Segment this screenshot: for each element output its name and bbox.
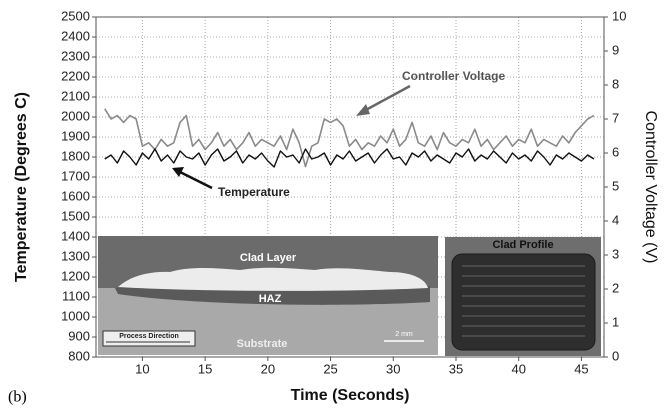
y-tick-label: 2400 [61,28,90,43]
series-line [104,108,595,168]
inset-label: HAZ [259,293,282,305]
y-tick-label: 1200 [61,268,90,283]
y2-tick-label: 8 [612,76,619,91]
y-tick-label: 1600 [61,188,90,203]
panel-label: (b) [8,389,27,406]
y2-tick-label: 2 [612,280,619,295]
y-tick-label: 1300 [61,248,90,263]
y-tick-label: 1400 [61,228,90,243]
x-tick-label: 35 [449,361,463,376]
y-tick-label: 2200 [61,68,90,83]
y-tick-label: 2300 [61,48,90,63]
clad-tracks [462,265,585,337]
y2-tick-label: 1 [612,314,619,329]
y-tick-label: 1100 [62,288,90,303]
y2-tick-label: 6 [612,144,619,159]
y-tick-label: 900 [68,328,90,343]
x-tick-label: 20 [261,361,275,376]
y2-tick-label: 4 [612,212,619,227]
y-tick-label: 2100 [61,88,90,103]
y2-tick-label: 7 [612,110,619,125]
y2-tick-label: 9 [612,42,619,57]
clad-bead [118,267,428,291]
x-tick-label: 40 [511,361,525,376]
y-tick-label: 1800 [61,148,90,163]
annotation: Controller Voltage [402,69,505,83]
y-axis-label: Temperature (Degrees C) [13,92,30,282]
y-tick-label: 1700 [61,168,90,183]
y2-tick-label: 10 [612,8,626,23]
y2-tick-label: 0 [612,348,619,363]
annotation-arrows [172,84,411,190]
arrow [179,170,213,190]
clad-profile-inset [445,237,601,356]
x-tick-label: 10 [135,361,149,376]
y2-tick-label: 5 [612,178,619,193]
x-tick-label: 25 [323,361,337,376]
y-tick-label: 2000 [61,108,90,123]
y-tick-label: 2500 [61,8,90,23]
x-tick-label: 30 [386,361,400,376]
plot-frame [95,16,605,358]
series-line [104,148,595,168]
cross-section-inset [98,236,438,355]
y-tick-label: 1500 [61,208,90,223]
x-tick-label: 45 [574,361,588,376]
inset-label: Process Direction [119,333,179,340]
arrow [363,84,411,113]
arrowhead [172,167,184,177]
x-axis-label: Time (Seconds) [291,387,410,404]
inset-label: 2 mm [395,331,413,338]
inset-label: Clad Layer [240,252,297,264]
arrowhead [356,104,370,116]
x-tick-label: 15 [198,361,212,376]
y2-tick-label: 3 [612,246,619,261]
y-tick-label: 800 [68,348,90,363]
y-tick-label: 1900 [61,128,90,143]
y2-axis-label: Controller Voltage (V) [642,111,659,264]
inset-label: Clad Profile [492,239,553,251]
annotation: Temperature [218,185,290,199]
inset-label: Substrate [237,338,288,350]
y-tick-label: 1000 [61,308,90,323]
